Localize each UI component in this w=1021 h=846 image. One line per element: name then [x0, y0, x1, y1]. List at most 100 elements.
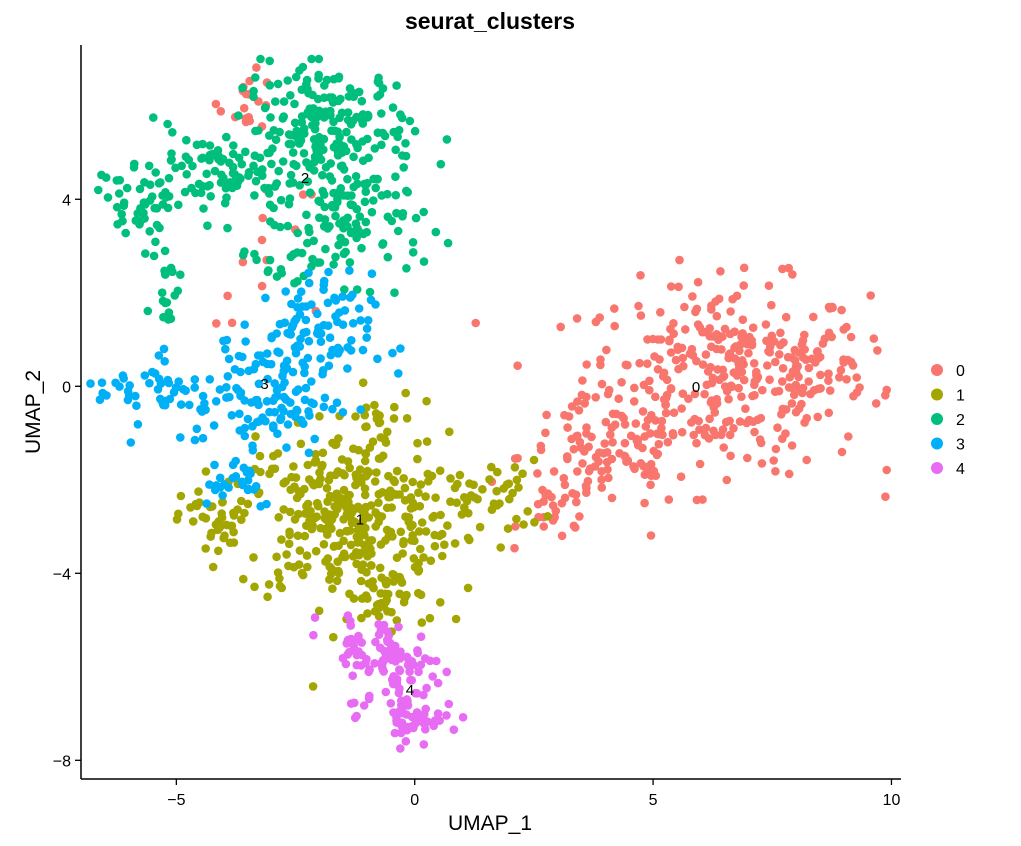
point-cluster-3: [185, 400, 194, 410]
point-cluster-1: [311, 449, 320, 459]
point-cluster-1: [437, 529, 447, 539]
point-cluster-0: [813, 412, 822, 422]
point-cluster-2: [198, 139, 207, 149]
point-cluster-0: [643, 359, 652, 369]
point-cluster-2: [391, 190, 401, 200]
point-cluster-0: [791, 407, 801, 417]
point-cluster-2: [342, 127, 351, 137]
point-cluster-2: [167, 149, 176, 158]
point-cluster-1: [293, 531, 303, 540]
point-cluster-0: [645, 376, 654, 386]
point-cluster-1: [346, 503, 356, 512]
legend: 0 1 2 3 4: [931, 363, 965, 478]
point-cluster-1: [414, 488, 423, 498]
point-cluster-0: [744, 348, 753, 358]
point-cluster-1: [297, 568, 307, 578]
point-cluster-3: [95, 395, 105, 405]
point-cluster-3: [286, 398, 295, 407]
point-cluster-3: [236, 388, 246, 398]
point-cluster-2: [275, 127, 284, 137]
point-cluster-0: [706, 362, 715, 372]
point-cluster-3: [278, 371, 287, 381]
point-cluster-0: [666, 384, 676, 393]
point-cluster-2: [240, 247, 249, 256]
point-cluster-1: [342, 526, 351, 536]
point-cluster-3: [362, 333, 372, 342]
point-cluster-0: [603, 465, 612, 474]
point-cluster-1: [310, 458, 320, 467]
point-cluster-0: [719, 443, 728, 452]
point-cluster-4: [370, 659, 379, 668]
point-cluster-4: [351, 646, 360, 655]
point-cluster-1: [363, 594, 372, 603]
point-cluster-2: [340, 285, 349, 294]
point-cluster-3: [227, 411, 237, 420]
point-cluster-4: [383, 637, 392, 646]
point-cluster-1: [408, 477, 418, 487]
point-cluster-1: [275, 574, 284, 583]
point-cluster-4: [352, 660, 362, 670]
point-cluster-3: [346, 346, 356, 355]
point-cluster-1: [217, 513, 227, 522]
point-cluster-2: [279, 97, 289, 106]
point-cluster-0: [724, 394, 733, 404]
point-cluster-3: [284, 329, 294, 339]
point-cluster-0: [595, 313, 604, 322]
point-cluster-3: [97, 378, 107, 388]
x-ticks: −5 0 5 10: [167, 779, 900, 809]
point-cluster-4: [397, 696, 406, 705]
point-cluster-0: [582, 423, 591, 432]
point-cluster-1: [384, 471, 393, 481]
point-cluster-0: [646, 531, 656, 540]
point-cluster-2: [361, 217, 371, 227]
legend-swatch-3: [931, 437, 943, 450]
point-cluster-0: [743, 453, 752, 463]
point-cluster-1: [334, 566, 343, 576]
point-cluster-3: [215, 473, 225, 483]
point-cluster-2: [222, 132, 231, 142]
point-cluster-3: [304, 448, 314, 458]
point-cluster-0: [559, 473, 569, 483]
point-cluster-0: [557, 531, 567, 541]
point-cluster-2: [361, 187, 371, 196]
point-cluster-2: [275, 222, 285, 232]
point-cluster-0: [871, 399, 881, 408]
point-cluster-2: [315, 258, 325, 267]
cluster-label-4: 4: [406, 682, 414, 699]
point-cluster-3: [224, 354, 234, 364]
point-cluster-1: [371, 409, 381, 418]
point-cluster-0: [749, 359, 759, 368]
point-cluster-0: [241, 114, 251, 123]
point-cluster-2: [293, 228, 303, 238]
point-cluster-2: [223, 223, 232, 233]
point-cluster-0: [650, 352, 659, 361]
point-cluster-1: [376, 433, 386, 442]
point-cluster-2: [299, 149, 309, 158]
point-cluster-3: [211, 397, 221, 406]
point-cluster-0: [668, 429, 678, 438]
point-cluster-1: [360, 456, 370, 466]
point-cluster-0: [610, 304, 619, 313]
point-cluster-1: [475, 522, 485, 532]
point-cluster-2: [170, 291, 179, 300]
point-cluster-2: [339, 249, 349, 259]
point-cluster-2: [115, 175, 125, 185]
point-cluster-2: [158, 296, 168, 306]
point-cluster-2: [346, 200, 356, 210]
point-cluster-1: [419, 553, 428, 562]
point-cluster-2: [143, 306, 153, 316]
point-cluster-1: [308, 682, 318, 691]
point-cluster-2: [369, 196, 378, 205]
point-cluster-0: [604, 473, 613, 483]
point-cluster-0: [852, 373, 861, 382]
point-cluster-1: [529, 455, 539, 465]
point-cluster-3: [125, 381, 134, 390]
point-cluster-2: [284, 199, 294, 209]
point-cluster-1: [374, 498, 383, 508]
point-cluster-2: [97, 170, 106, 180]
point-cluster-1: [356, 548, 365, 558]
point-cluster-4: [395, 652, 404, 662]
point-cluster-4: [407, 712, 417, 722]
point-cluster-3: [300, 368, 309, 378]
point-cluster-3: [279, 406, 288, 416]
